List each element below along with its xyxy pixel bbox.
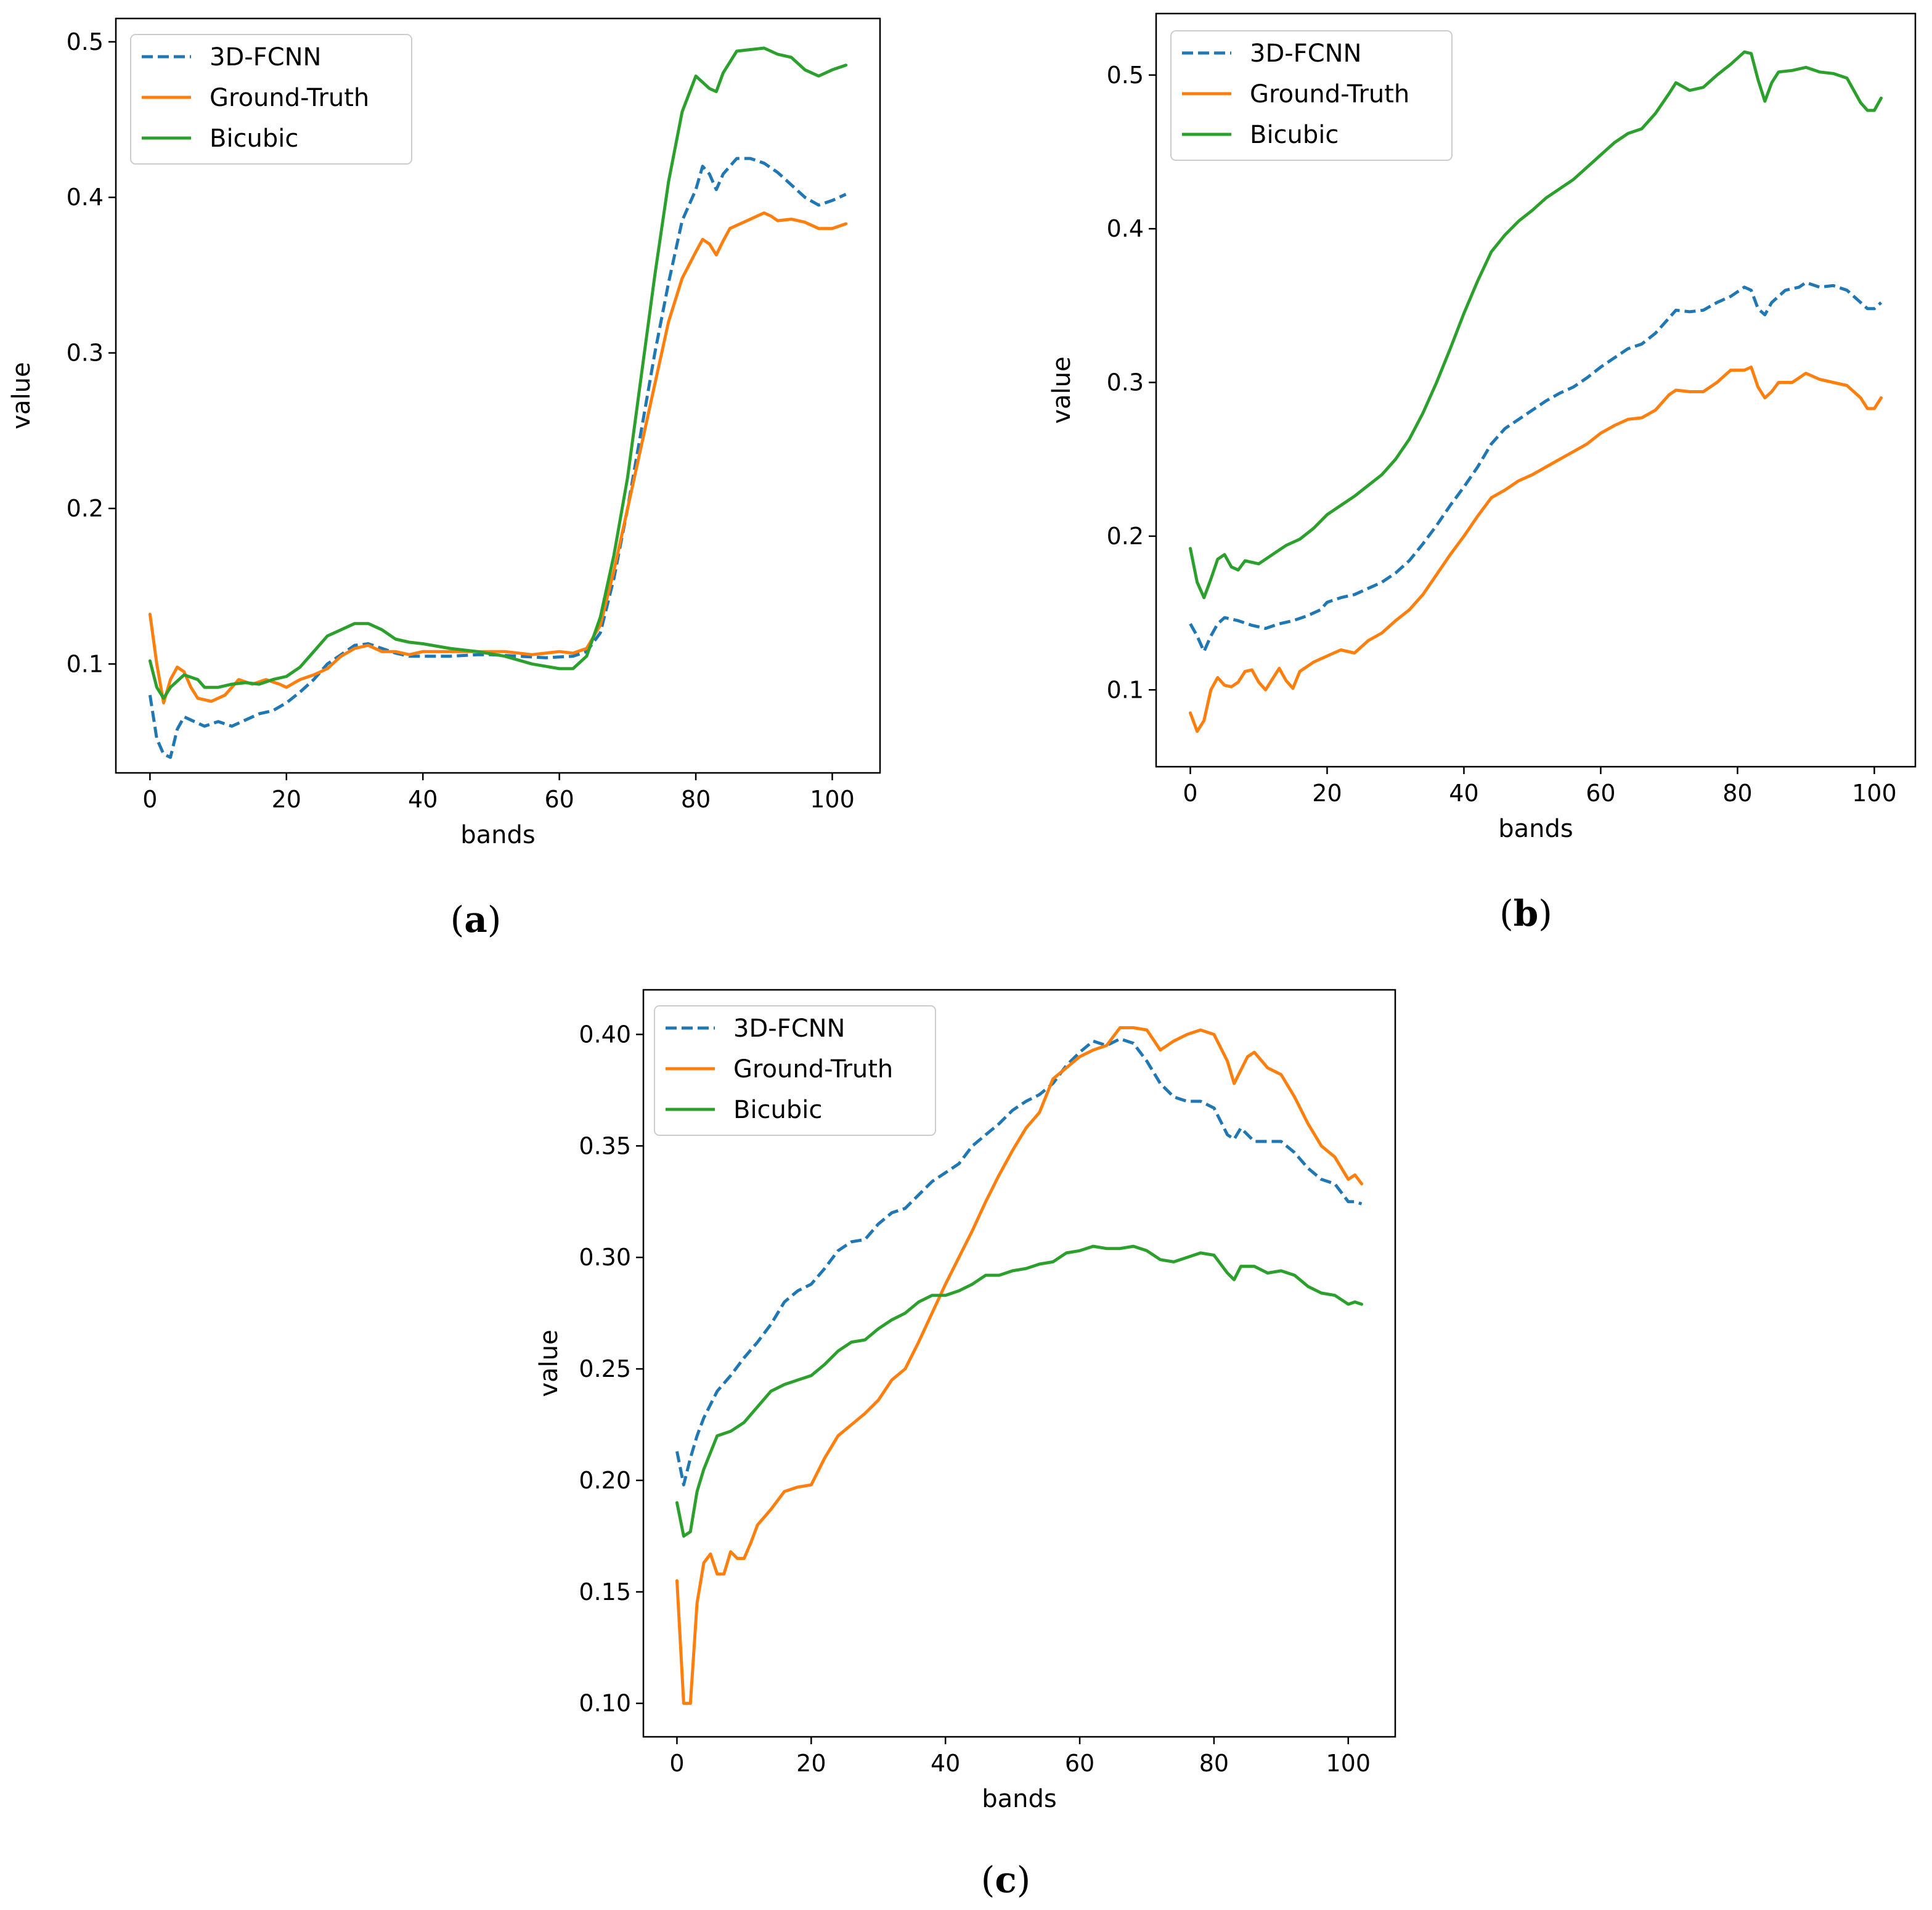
panel-caption: (b) bbox=[1499, 892, 1552, 934]
series-line-bicubic bbox=[1189, 50, 1883, 600]
caption-letter: a bbox=[464, 899, 487, 941]
legend-box bbox=[1170, 30, 1453, 161]
panel-caption: (a) bbox=[450, 899, 502, 941]
x-tick-label: 60 bbox=[1586, 780, 1615, 807]
legend-label: Bicubic bbox=[733, 1096, 822, 1124]
y-tick-label: 0.4 bbox=[1107, 215, 1144, 242]
series-line-3d-fcnn bbox=[1189, 280, 1883, 653]
y-tick-label: 0.4 bbox=[67, 184, 104, 211]
plot-frame bbox=[642, 989, 1396, 1738]
legend-box bbox=[654, 1005, 936, 1136]
y-tick-label: 0.2 bbox=[67, 495, 104, 522]
x-tick-label: 0 bbox=[669, 1750, 684, 1777]
x-axis-label: bands bbox=[982, 1785, 1056, 1813]
legend: 3D-FCNN Ground-Truth Bicubic bbox=[654, 1005, 936, 1136]
x-tick-label: 0 bbox=[1183, 780, 1197, 807]
series-line-ground-truth bbox=[1189, 365, 1883, 733]
plot-frame bbox=[115, 17, 881, 774]
plot-frame bbox=[1155, 12, 1917, 768]
series-line-3d-fcnn bbox=[148, 157, 847, 759]
legend-label: Bicubic bbox=[210, 124, 298, 153]
legend-label: 3D-FCNN bbox=[733, 1014, 845, 1043]
chart-panel-a: 0 20 40 60 80 100 0.1 0.2 0.3 0.4 0.5 bands value 3D-… bbox=[7, 17, 881, 941]
x-axis-label: bands bbox=[460, 821, 535, 849]
caption-open-paren: ( bbox=[981, 1859, 995, 1901]
caption-close-paren: ) bbox=[1017, 1859, 1031, 1901]
y-tick-label: 0.40 bbox=[579, 1021, 631, 1048]
x-tick-label: 40 bbox=[408, 786, 438, 813]
legend-label: 3D-FCNN bbox=[210, 43, 321, 71]
legend-label: Ground-Truth bbox=[1250, 80, 1409, 108]
caption-open-paren: ( bbox=[1499, 892, 1514, 934]
series-line-bicubic bbox=[675, 1244, 1363, 1538]
y-tick-label: 0.1 bbox=[67, 650, 104, 677]
series-line-bicubic bbox=[148, 46, 848, 700]
y-axis-label: value bbox=[7, 362, 36, 429]
panel-caption: (c) bbox=[981, 1859, 1031, 1901]
legend-label: 3D-FCNN bbox=[1250, 39, 1361, 68]
y-tick-label: 0.35 bbox=[579, 1132, 631, 1159]
legend-label: Ground-Truth bbox=[733, 1055, 893, 1084]
caption-open-paren: ( bbox=[450, 899, 465, 941]
caption-close-paren: ) bbox=[487, 899, 502, 941]
legend: 3D-FCNN Ground-Truth Bicubic bbox=[130, 34, 412, 165]
x-axis-label: bands bbox=[1498, 815, 1573, 843]
x-tick-label: 20 bbox=[1312, 780, 1342, 807]
x-tick-label: 80 bbox=[1199, 1750, 1229, 1777]
legend: 3D-FCNN Ground-Truth Bicubic bbox=[1170, 30, 1453, 161]
y-tick-label: 0.25 bbox=[579, 1355, 631, 1382]
caption-letter: b bbox=[1514, 892, 1539, 934]
legend-box bbox=[130, 34, 412, 165]
x-tick-label: 40 bbox=[931, 1750, 960, 1777]
y-tick-label: 0.15 bbox=[579, 1578, 631, 1606]
chart-panel-b: 0 20 40 60 80 100 0.1 0.2 0.3 0.4 0.5 bands value 3D-… bbox=[1048, 12, 1917, 934]
series-line-ground-truth bbox=[148, 211, 848, 704]
x-tick-label: 80 bbox=[681, 786, 711, 813]
x-tick-label: 20 bbox=[272, 786, 301, 813]
x-tick-label: 100 bbox=[1852, 780, 1897, 807]
y-tick-label: 0.3 bbox=[67, 340, 104, 367]
y-tick-label: 0.1 bbox=[1107, 676, 1144, 703]
x-tick-label: 60 bbox=[544, 786, 574, 813]
x-tick-label: 60 bbox=[1065, 1750, 1094, 1777]
legend-label: Bicubic bbox=[1250, 121, 1339, 149]
y-tick-label: 0.5 bbox=[67, 28, 104, 55]
series-line-ground-truth bbox=[675, 1026, 1363, 1705]
chart-panel-c: 0 20 40 60 80 100 0.10 0.15 0.20 0.25 0.30 0.35 0.40… bbox=[535, 989, 1396, 1901]
y-tick-label: 0.30 bbox=[579, 1244, 631, 1271]
x-tick-label: 40 bbox=[1449, 780, 1478, 807]
y-axis-label: value bbox=[1048, 356, 1076, 423]
y-tick-label: 0.5 bbox=[1107, 62, 1144, 89]
caption-close-paren: ) bbox=[1538, 892, 1552, 934]
y-tick-label: 0.3 bbox=[1107, 369, 1144, 396]
legend-label: Ground-Truth bbox=[210, 84, 369, 112]
y-tick-label: 0.10 bbox=[579, 1690, 631, 1717]
x-tick-label: 100 bbox=[1326, 1750, 1371, 1777]
x-tick-label: 80 bbox=[1722, 780, 1752, 807]
y-tick-label: 0.20 bbox=[579, 1467, 631, 1494]
x-tick-label: 20 bbox=[796, 1750, 826, 1777]
y-axis-label: value bbox=[535, 1329, 563, 1397]
x-tick-label: 0 bbox=[142, 786, 157, 813]
caption-letter: c bbox=[995, 1859, 1016, 1901]
y-tick-label: 0.2 bbox=[1107, 523, 1144, 550]
x-tick-label: 100 bbox=[810, 786, 855, 813]
